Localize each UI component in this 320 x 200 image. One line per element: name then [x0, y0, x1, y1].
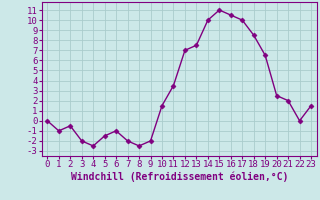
X-axis label: Windchill (Refroidissement éolien,°C): Windchill (Refroidissement éolien,°C): [70, 172, 288, 182]
